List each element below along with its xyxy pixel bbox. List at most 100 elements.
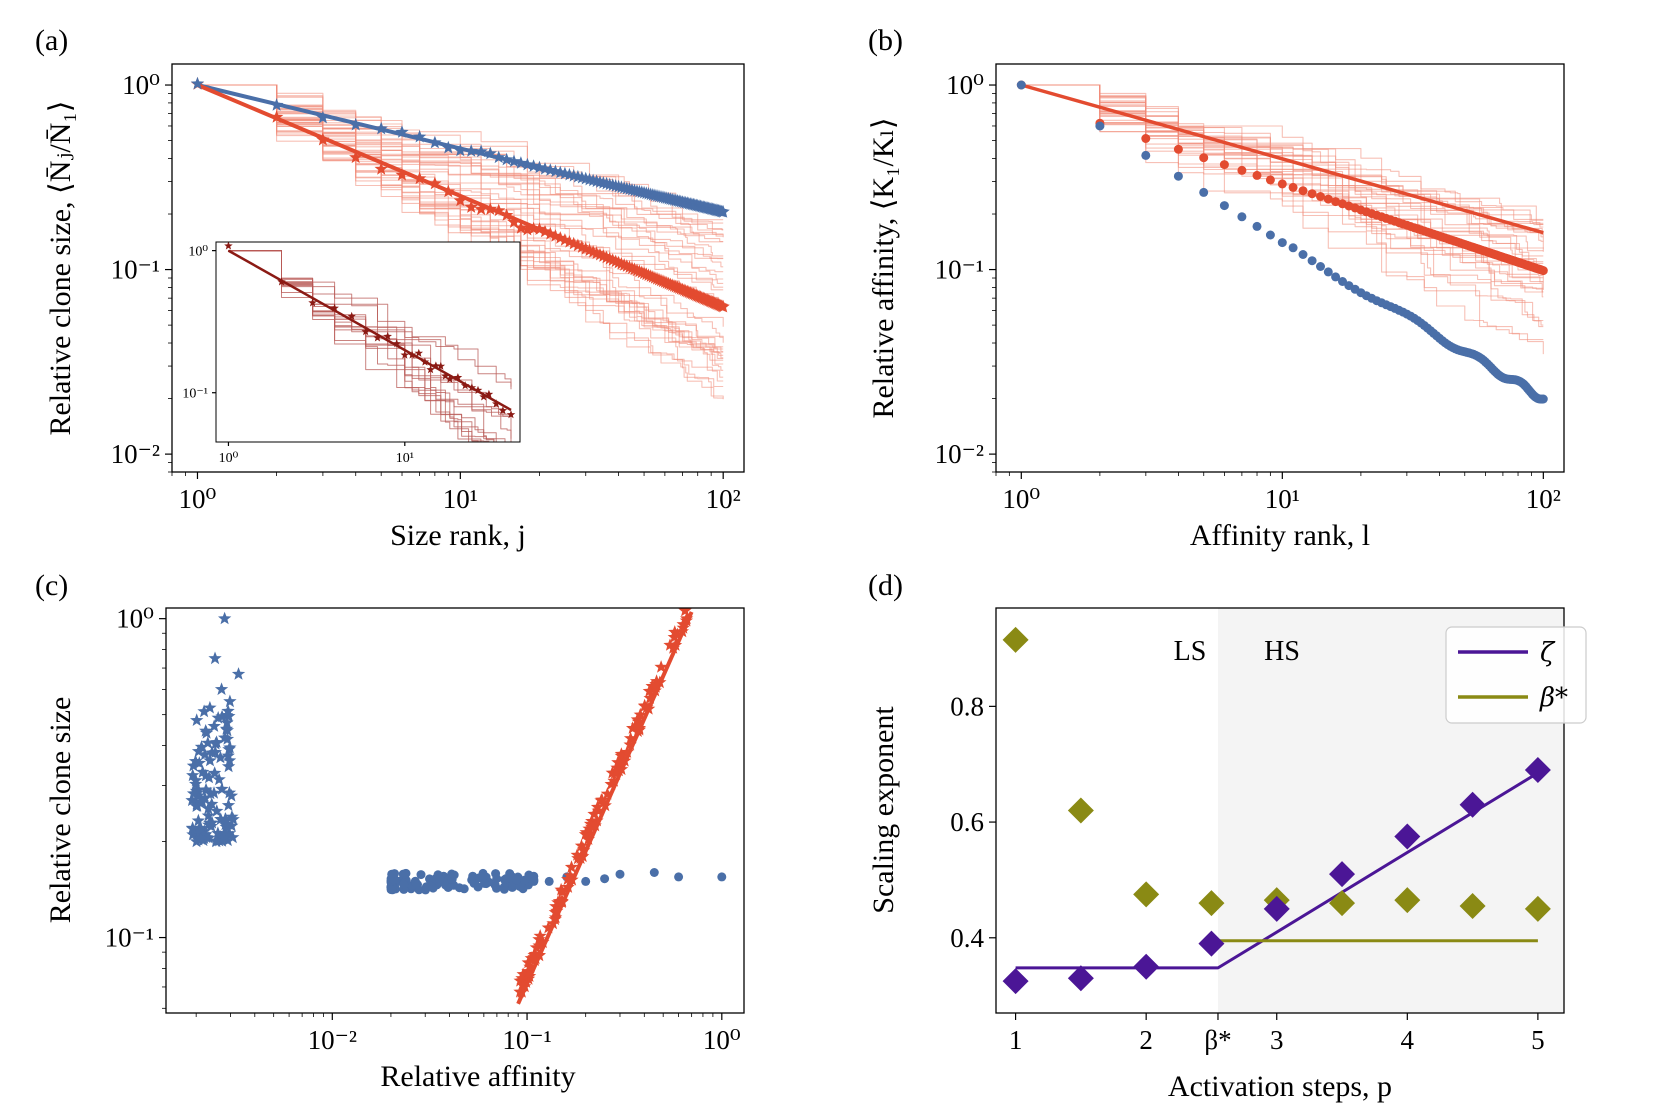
blue-star-point [198,747,212,761]
blue-star-point [207,786,221,799]
blue-star-point [199,830,213,844]
blue-star-point [211,826,225,839]
blue-star-point [209,834,223,847]
inset-star-point [479,392,488,401]
red-star-point [623,731,638,745]
blue-star-point [214,682,229,696]
red-star-point [631,724,645,737]
panel-d-xtick-label: 4 [1401,1025,1415,1055]
realization-line [197,84,724,259]
red-dot-point [1265,175,1275,185]
blue-star-point [215,782,229,795]
red-dot-point [1323,194,1333,204]
realization-line [197,84,724,365]
red-star-point [571,238,585,252]
inset-realization-line [228,250,497,442]
red-dot-point [1219,160,1229,170]
panel-a-xtick-label: 10¹ [443,484,478,514]
blue-star-point [186,821,200,835]
panel-d-frame [995,607,1565,1014]
inset-star-point [492,399,501,408]
blue-dot-point [428,883,438,893]
blue-star-point [190,713,204,726]
red-star-point [554,882,568,896]
blue-star-point [222,826,236,840]
panel-c-xtick-label: 10⁻² [308,1025,357,1055]
blue-star-point [196,765,210,778]
red-star-point [533,929,547,942]
panel-c-frame [165,607,745,1014]
panel-d: (d) 1 2 β* 3 4 5 0.4 0.6 0.8 LS HS ζ β* Scaling … [867,569,1587,1103]
red-star-point [521,967,535,980]
blue-dot-point [1316,262,1325,271]
inset-ticks: 10⁰ 10¹ 10⁰ 10⁻¹ [182,245,413,466]
red-star-point [492,203,506,217]
blue-star-point [218,812,232,825]
red-star-point [716,299,730,313]
panel-b-ticks: 10⁰ 10¹ 10² 10⁰ 10⁻¹ 10⁻² [935,70,1561,514]
red-star-point [519,975,533,988]
red-star-point [663,638,677,651]
inset-frame [215,241,521,443]
panel-d-xtick-label: 5 [1531,1025,1545,1055]
beta-diamond-point [1002,626,1029,653]
red-star-point [441,184,455,198]
red-star-point [538,224,552,238]
panel-c-xtick-label: 10⁰ [703,1025,741,1055]
inset-star-point [407,350,417,359]
blue-dot-point [1016,80,1026,90]
blue-dot-point [1338,277,1347,286]
red-star-point [668,638,683,651]
blue-star-point [188,754,203,767]
blue-star-point [201,808,216,822]
blue-star-point [190,76,205,90]
red-star-point [413,171,427,185]
blue-star-point [199,724,213,737]
blue-dot-point [1199,187,1209,197]
inset-star-point [441,371,450,380]
inset-star-point [277,277,286,286]
inset-star-point [506,410,516,419]
blue-dot-point [399,880,409,889]
realization-line [1021,84,1544,236]
red-dot-point [1199,153,1209,163]
blue-star-point [428,135,442,149]
blue-star-point [202,770,216,784]
red-star-point [563,868,577,882]
inset-star-point [453,373,463,382]
panel-b-xtick-label: 10⁰ [1002,484,1040,514]
realization-line [197,84,724,237]
realization-line [197,84,724,382]
blue-star-point [195,795,209,808]
red-star-point [464,200,478,213]
blue-star-point [191,829,206,842]
inset-realization-line [228,250,512,390]
zeta-diamond-point [1394,823,1421,850]
zeta-diamond-point [1263,895,1290,922]
red-star-point [575,240,589,253]
blue-star-point [185,793,199,807]
blue-star-point [209,735,224,749]
blue-star-point [217,831,231,844]
red-star-point [643,691,657,704]
blue-star-point [221,798,236,812]
panel-a-xtick-label: 10² [706,484,741,514]
blue-star-point [201,801,215,815]
blue-dot-point [468,871,478,881]
beta-diamond-point [1394,887,1421,914]
realization-line [197,84,724,268]
panel-b-xtick-label: 10¹ [1265,484,1300,514]
panel-a-ticks: 10⁰ 10¹ 10² 10⁰ 10⁻¹ 10⁻² [111,70,741,514]
zeta-diamond-point [1198,930,1225,957]
blue-star-point [483,146,497,160]
zeta-diamond-point [1329,861,1356,888]
blue-star-point [192,756,206,769]
red-star-point [555,895,569,908]
red-star-point [678,608,692,617]
panel-b-label: (b) [868,24,903,57]
blue-dot-point [1237,212,1247,222]
blue-star-point [203,816,217,829]
panel-d-ylabel: Scaling exponent [867,706,900,914]
red-star-point [316,132,330,146]
blue-dot-point [386,885,396,895]
